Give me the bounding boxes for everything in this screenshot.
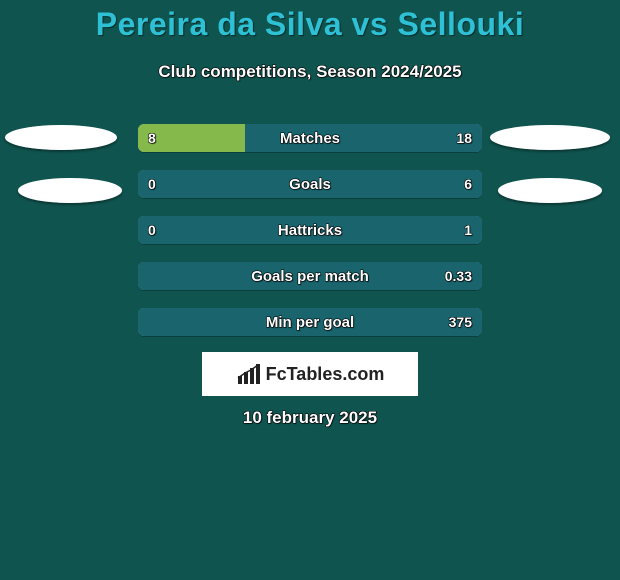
date-line: 10 february 2025 (0, 408, 620, 428)
stage: Pereira da Silva vs Sellouki Club compet… (0, 0, 620, 580)
right-mid-ellipse (498, 178, 602, 203)
left-top-ellipse (5, 125, 117, 150)
bar-label: Goals (138, 170, 482, 198)
brand-chart-icon (236, 362, 264, 386)
bar-label: Goals per match (138, 262, 482, 290)
subtitle: Club competitions, Season 2024/2025 (0, 62, 620, 82)
stat-bar-goals: 06Goals (138, 170, 482, 198)
bar-label: Min per goal (138, 308, 482, 336)
bar-label: Hattricks (138, 216, 482, 244)
brand-text: FcTables.com (266, 364, 385, 385)
stat-bar-min-per-goal: 375Min per goal (138, 308, 482, 336)
stat-bar-goals-per-match: 0.33Goals per match (138, 262, 482, 290)
stat-bar-matches: 818Matches (138, 124, 482, 152)
stat-bar-hattricks: 01Hattricks (138, 216, 482, 244)
brand-box: FcTables.com (202, 352, 418, 396)
page-title: Pereira da Silva vs Sellouki (0, 6, 620, 43)
bar-label: Matches (138, 124, 482, 152)
right-top-ellipse (490, 125, 610, 150)
left-mid-ellipse (18, 178, 122, 203)
comparison-bars: 818Matches 06Goals 01Hattricks 0.33Goals pe… (138, 124, 482, 354)
